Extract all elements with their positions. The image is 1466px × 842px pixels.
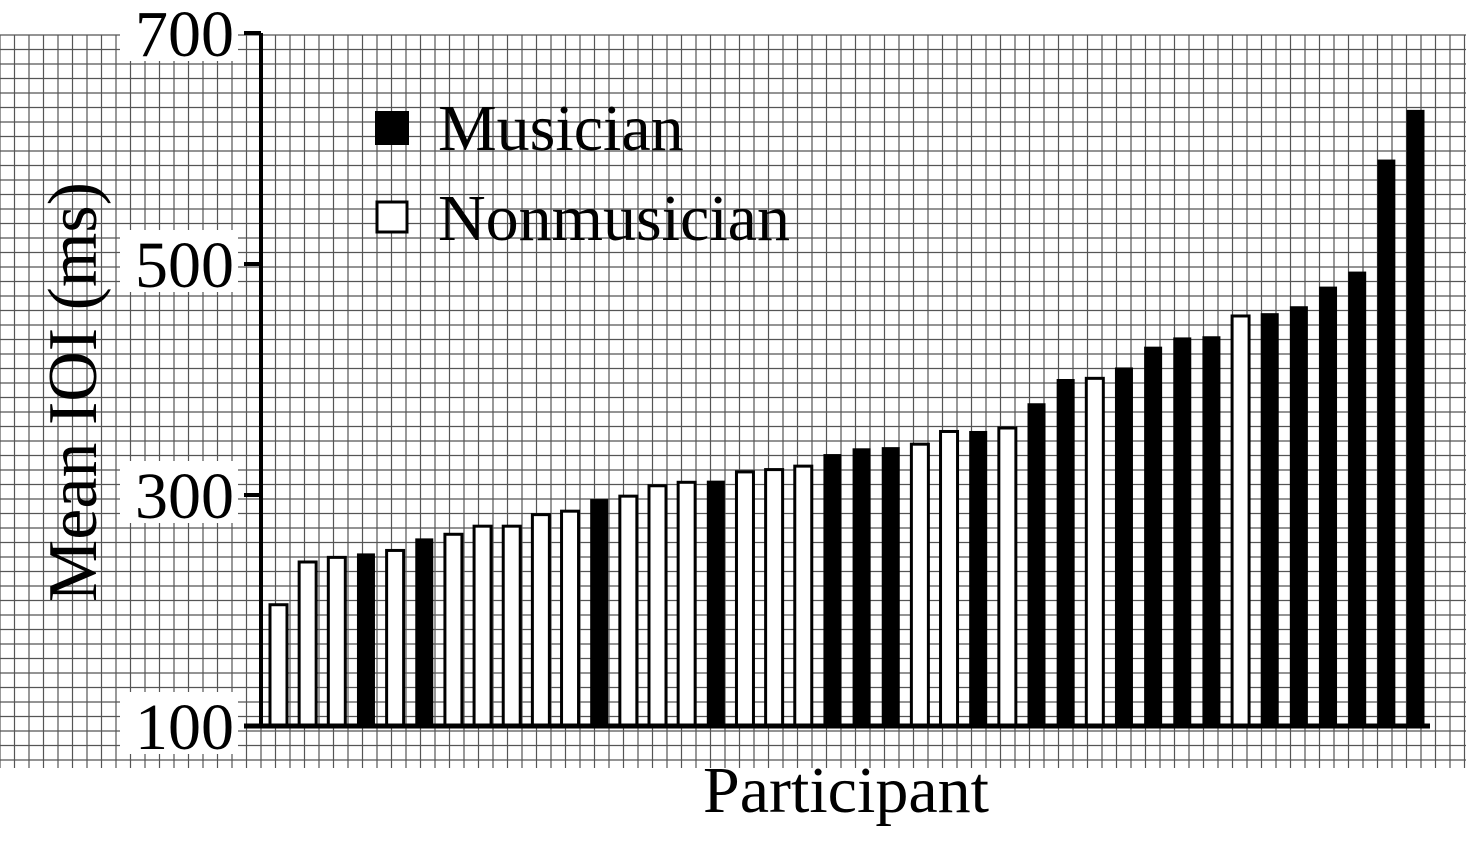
bar-nonmusician <box>647 484 668 728</box>
bar-nonmusician <box>734 470 755 728</box>
bar-nonmusician <box>618 494 639 728</box>
bar-musician <box>356 553 375 727</box>
bar-nonmusician <box>385 548 406 728</box>
bar-musician <box>1319 286 1338 727</box>
legend-label-nonmusician: Nonmusician <box>438 182 790 255</box>
tick-label-bg <box>120 230 238 292</box>
bar-nonmusician <box>1230 314 1251 728</box>
y-tick-label: 300 <box>135 460 234 533</box>
bar-nonmusician <box>793 464 814 728</box>
bar-nonmusician <box>297 560 318 728</box>
bar-nonmusician <box>676 480 697 728</box>
legend-label-musician: Musician <box>438 92 684 165</box>
bar-musician <box>706 480 725 727</box>
bar-musician <box>852 448 871 727</box>
bar-nonmusician <box>268 603 289 728</box>
bar-nonmusician <box>560 509 581 728</box>
bar-nonmusician <box>939 429 960 728</box>
bar-musician <box>1377 159 1396 727</box>
y-tick-label: 700 <box>135 0 234 71</box>
legend-swatch-nonmusician <box>375 200 409 234</box>
bar-musician <box>881 447 900 727</box>
bar-nonmusician <box>764 468 785 728</box>
legend-swatch-musician <box>375 111 409 145</box>
bar-musician <box>1056 379 1075 727</box>
bar-nonmusician <box>530 513 551 728</box>
bar-musician <box>1348 271 1367 727</box>
tick-label-bg <box>120 461 238 523</box>
bar-musician <box>1144 346 1163 727</box>
tick-label-bg <box>120 0 238 61</box>
bar-musician <box>1027 403 1046 727</box>
bar-nonmusician <box>1084 376 1105 728</box>
bar-nonmusician <box>997 426 1018 728</box>
bar-musician <box>1260 313 1279 727</box>
bar-musician <box>823 454 842 727</box>
bar-nonmusician <box>909 442 930 728</box>
bar-musician <box>415 538 434 727</box>
bars <box>268 109 1425 728</box>
y-axis-label: Mean IOI (ms) <box>35 182 112 602</box>
bar-nonmusician <box>443 532 464 728</box>
bar-musician <box>969 430 988 727</box>
bar-nonmusician <box>472 524 493 728</box>
x-axis-label: Participant <box>703 754 989 827</box>
axes <box>244 33 1430 729</box>
bar-nonmusician <box>501 524 522 728</box>
bar-musician <box>590 499 609 727</box>
bar-musician <box>1202 336 1221 727</box>
bar-nonmusician <box>326 555 347 728</box>
y-tick-label: 500 <box>135 229 234 302</box>
bar-musician <box>1289 306 1308 727</box>
bar-musician <box>1114 367 1133 727</box>
legend: Musician Nonmusician <box>375 92 790 255</box>
y-tick-label: 100 <box>135 691 234 764</box>
bar-musician <box>1406 109 1425 727</box>
y-ticks: 100 300 500 700 <box>120 0 261 764</box>
bar-musician <box>1173 337 1192 727</box>
tick-label-bg <box>120 692 238 754</box>
